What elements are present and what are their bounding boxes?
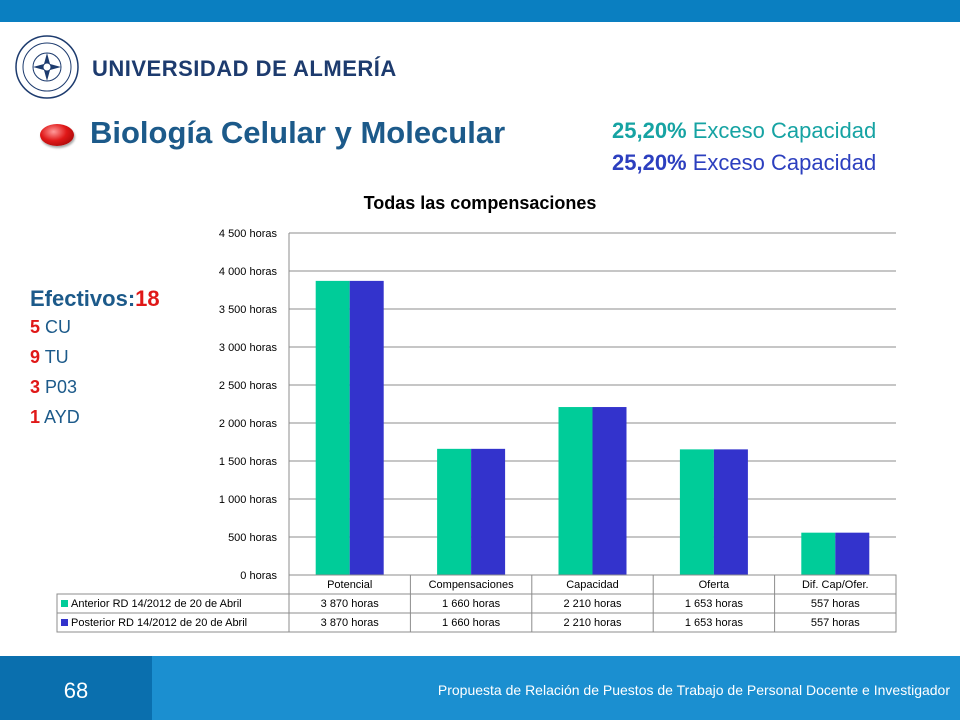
data-label: 3 870 horas (321, 617, 380, 629)
y-tick-label: 1 000 horas (219, 494, 278, 506)
data-label: 557 horas (811, 598, 860, 610)
excess-pct: 25,20% (612, 118, 687, 143)
staff-summary: Efectivos:18 5 CU 9 TU 3 P03 1 AYD (30, 286, 160, 432)
page-title: Biología Celular y Molecular (90, 115, 506, 150)
staff-count: 5 (30, 317, 41, 337)
university-name: UNIVERSIDAD DE ALMERÍA (92, 56, 397, 81)
staff-count: 1 (30, 407, 41, 427)
data-label: 1 660 horas (442, 598, 501, 610)
category-label: Compensaciones (429, 579, 514, 591)
y-tick-label: 2 000 horas (219, 418, 278, 430)
footer-text: Propuesta de Relación de Puestos de Trab… (437, 682, 950, 698)
staff-line: 3 P03 (30, 372, 160, 402)
legend-entry: Anterior RD 14/2012 de 20 de Abril (71, 598, 242, 610)
staff-line: 1 AYD (30, 402, 160, 432)
staff-category: AYD (40, 407, 80, 427)
category-label: Capacidad (566, 579, 619, 591)
staff-category: CU (40, 317, 72, 337)
staff-line: 9 TU (30, 342, 160, 372)
data-label: 1 653 horas (685, 598, 744, 610)
staff-category: P03 (40, 377, 78, 397)
bar (679, 449, 714, 575)
staff-total: Efectivos:18 (30, 286, 160, 312)
y-tick-label: 2 500 horas (219, 380, 278, 392)
legend-swatch (61, 619, 68, 626)
excess-pct: 25,20% (612, 150, 687, 175)
university-logo: UNIVERSIDAD DE ALMERÍA (14, 34, 396, 104)
top-bar (0, 0, 960, 22)
staff-count: 9 (30, 347, 41, 367)
category-label: Oferta (699, 579, 730, 591)
legend-swatch (61, 600, 68, 607)
bar (801, 532, 836, 575)
y-tick-label: 500 horas (228, 532, 277, 544)
bar (471, 448, 506, 575)
university-seal-icon (15, 35, 79, 99)
y-tick-label: 1 500 horas (219, 456, 278, 468)
y-tick-label: 3 000 horas (219, 342, 278, 354)
bar (349, 280, 384, 575)
footer-right-band (152, 656, 960, 720)
bar (437, 448, 472, 575)
category-label: Potencial (327, 579, 372, 591)
chart-title: Todas las compensaciones (363, 193, 597, 213)
page-number: 68 (63, 678, 89, 703)
y-tick-label: 3 500 horas (219, 304, 278, 316)
footer-left-band (0, 656, 152, 720)
category-label: Dif. Cap/Ofer. (802, 579, 869, 591)
bar (713, 449, 748, 575)
legend-entry: Posterior RD 14/2012 de 20 de Abril (71, 617, 247, 629)
y-tick-label: 4 000 horas (219, 266, 278, 278)
bar (592, 407, 627, 575)
excess-capacity-2: 25,20% Exceso Capacidad (612, 150, 876, 176)
bar (315, 280, 350, 575)
data-label: 3 870 horas (321, 598, 380, 610)
data-label: 2 210 horas (563, 598, 622, 610)
bar (558, 407, 593, 575)
staff-line: 5 CU (30, 312, 160, 342)
excess-text: Exceso Capacidad (686, 118, 877, 143)
excess-text: Exceso Capacidad (686, 150, 877, 175)
staff-category: TU (40, 347, 69, 367)
status-dot-icon (40, 124, 74, 146)
data-label: 557 horas (811, 617, 860, 629)
y-tick-label: 0 horas (240, 570, 277, 582)
data-label: 2 210 horas (563, 617, 622, 629)
staff-count: 3 (30, 377, 41, 397)
staff-total-value: 18 (135, 286, 160, 311)
y-tick-label: 4 500 horas (219, 228, 278, 240)
bar (835, 532, 870, 575)
data-label: 1 653 horas (685, 617, 744, 629)
excess-capacity-1: 25,20% Exceso Capacidad (612, 118, 876, 144)
staff-label: Efectivos: (30, 286, 136, 311)
data-label: 1 660 horas (442, 617, 501, 629)
